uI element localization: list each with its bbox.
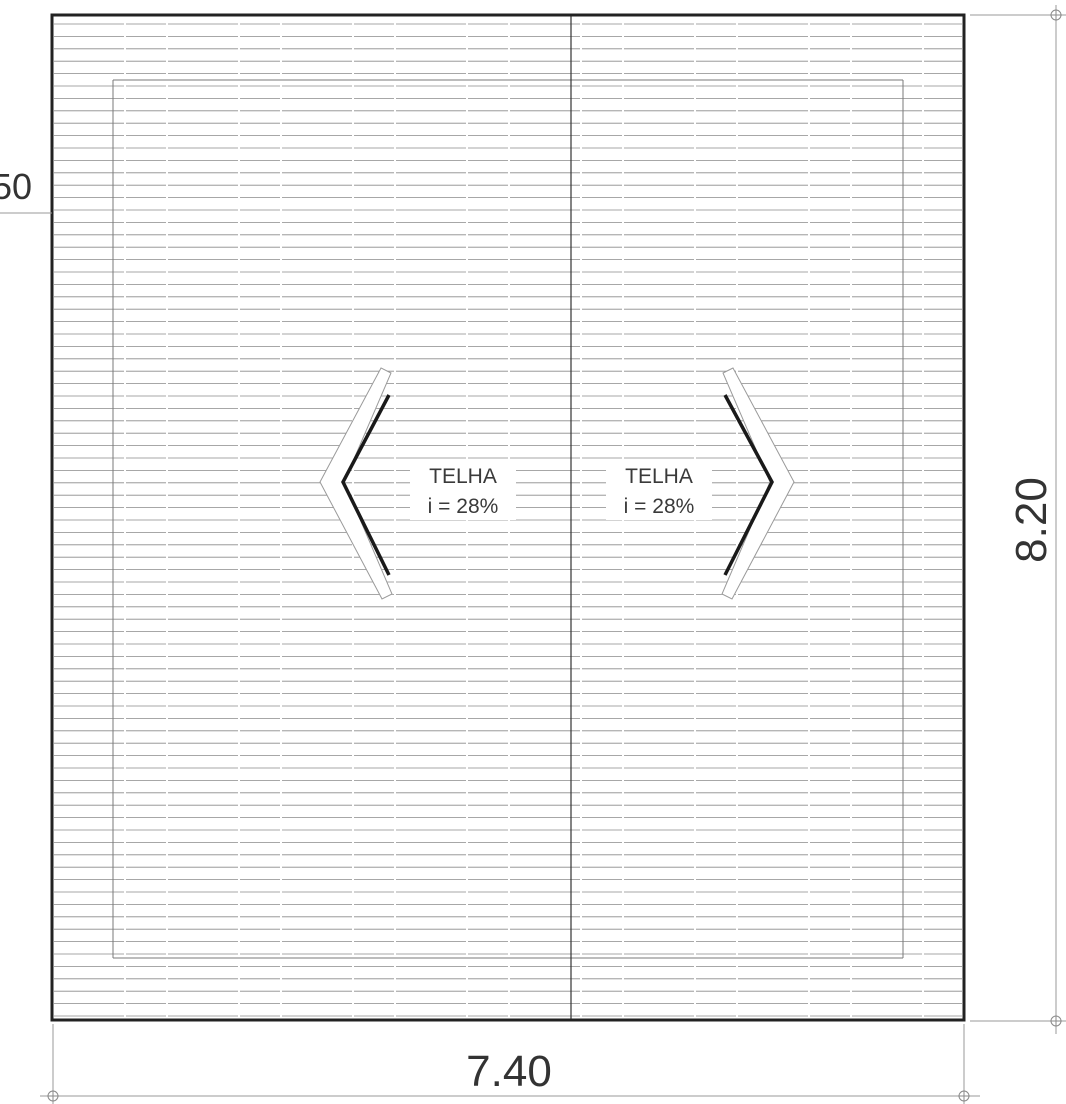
marker-right-top xyxy=(1050,9,1062,21)
dimension-width-label: 7.40 xyxy=(466,1047,552,1096)
roof-outline xyxy=(50,13,966,1022)
marker-right-bottom xyxy=(1050,1015,1062,1027)
roof-material-right: TELHA xyxy=(625,465,693,488)
dimension-height-label: 8.20 xyxy=(1007,477,1056,563)
dimension-markers xyxy=(47,9,1062,1102)
roof-slope-left: i = 28% xyxy=(428,495,499,518)
marker-bottom-left xyxy=(47,1090,59,1102)
roof-slope-right: i = 28% xyxy=(624,495,695,518)
marker-bottom-right xyxy=(958,1090,970,1102)
roof-material-left: TELHA xyxy=(429,465,497,488)
dimension-lines xyxy=(0,5,1066,1104)
slope-arrow-right xyxy=(721,367,795,600)
inner-wall-outline xyxy=(112,79,904,959)
roof-label-right: TELHA i = 28% xyxy=(606,460,712,520)
dimension-partial-left-label: 50 xyxy=(0,166,32,207)
roof-tile-hatch xyxy=(54,23,962,1017)
slope-arrow-left xyxy=(319,367,393,600)
roof-label-left: TELHA i = 28% xyxy=(410,460,516,520)
